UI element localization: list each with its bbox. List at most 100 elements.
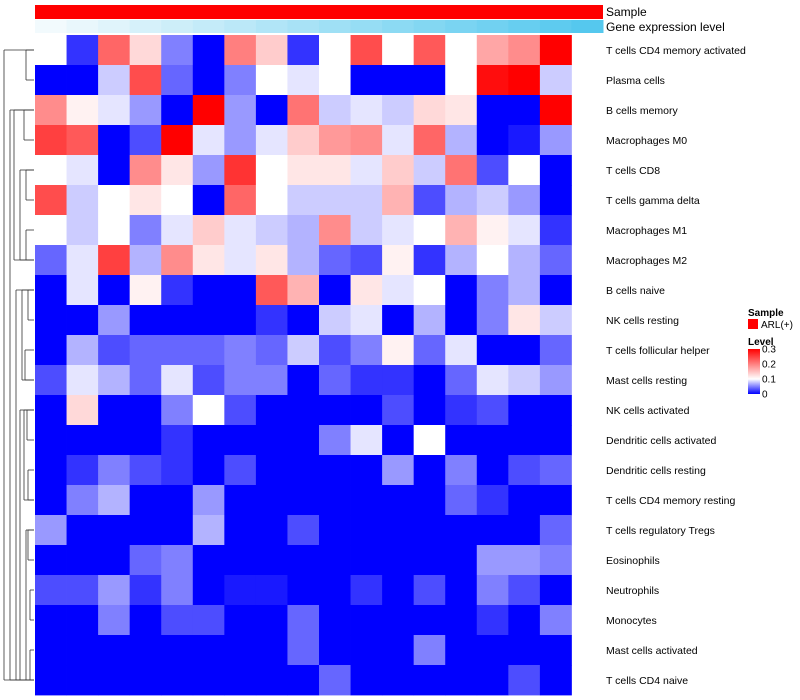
heatmap-cell — [35, 605, 67, 636]
heatmap-cell — [161, 515, 194, 546]
heatmap-cell — [539, 455, 572, 486]
heatmap-cell — [508, 185, 541, 216]
heatmap-cell — [445, 575, 478, 606]
heatmap-cell — [476, 665, 509, 696]
heatmap-cell — [476, 335, 509, 366]
heatmap-cell — [445, 485, 478, 516]
heatmap-cell — [413, 395, 446, 426]
heatmap-cell — [382, 275, 415, 306]
heatmap-cell — [319, 35, 351, 66]
heatmap-cell — [66, 515, 99, 546]
heatmap-cell — [255, 455, 288, 486]
heatmap-cell — [287, 275, 320, 306]
row-labels: T cells CD4 memory activated Plasma cells… — [606, 45, 746, 687]
heatmap-cell — [508, 635, 541, 666]
heatmap-cell — [319, 215, 351, 246]
heatmap-cell — [66, 425, 99, 456]
heatmap-cell — [445, 215, 478, 246]
heatmap-cell — [224, 95, 257, 126]
heatmap-cell — [161, 305, 194, 336]
heatmap-cell — [98, 305, 131, 336]
heatmap-cell — [382, 485, 415, 516]
heatmap-cell — [129, 185, 162, 216]
row-label: Eosinophils — [606, 555, 660, 567]
heatmap-cell — [539, 245, 572, 276]
heatmap-cell — [476, 125, 509, 156]
heatmap-cell — [224, 605, 257, 636]
heatmap-cell — [287, 425, 320, 456]
heatmap-cell — [224, 395, 257, 426]
heatmap-cell — [255, 635, 288, 666]
heatmap-cell — [382, 335, 415, 366]
heatmap-cell — [224, 545, 257, 576]
heatmap-cell — [35, 275, 67, 306]
heatmap-cell — [445, 515, 478, 546]
heatmap-cell — [413, 65, 446, 96]
heatmap-cell — [255, 125, 288, 156]
heatmap-cell — [161, 215, 194, 246]
heatmap-cell — [287, 395, 320, 426]
heatmap-cell — [350, 125, 383, 156]
heatmap-cell — [161, 635, 194, 666]
heatmap-cell — [66, 245, 99, 276]
heatmap-cell — [350, 155, 383, 186]
heatmap-cell — [66, 395, 99, 426]
heatmap-cell — [98, 365, 131, 396]
heatmap-cell — [539, 635, 572, 666]
heatmap-cell — [224, 635, 257, 666]
heatmap-cell — [98, 185, 131, 216]
heatmap-cell — [508, 155, 541, 186]
heatmap-cell — [319, 245, 351, 276]
heatmap-cell — [445, 275, 478, 306]
heatmap-cell — [35, 125, 67, 156]
heatmap-cell — [161, 185, 194, 216]
heatmap-cell — [224, 485, 257, 516]
row-label: T cells CD8 — [606, 165, 660, 177]
heatmap-cell — [539, 335, 572, 366]
gene-expression-annotation-cell — [508, 20, 541, 33]
heatmap-cell — [35, 95, 67, 126]
heatmap-cell — [66, 485, 99, 516]
heatmap-cell — [350, 425, 383, 456]
heatmap-cell — [350, 305, 383, 336]
gene-expression-annotation-cell — [129, 20, 162, 33]
gene-expression-annotation-cell — [161, 20, 194, 33]
heatmap-cell — [224, 215, 257, 246]
heatmap-cell — [539, 125, 572, 156]
heatmap-cell — [287, 635, 320, 666]
heatmap-cell — [539, 605, 572, 636]
heatmap-cell — [350, 95, 383, 126]
heatmap-cell — [192, 35, 225, 66]
heatmap-cell — [35, 245, 67, 276]
heatmap-cell — [35, 65, 67, 96]
heatmap-cell — [539, 95, 572, 126]
heatmap-cell — [255, 35, 288, 66]
heatmap-cell — [350, 335, 383, 366]
heatmap-cell — [539, 185, 572, 216]
heatmap-cell — [35, 155, 67, 186]
heatmap-cell — [129, 65, 162, 96]
heatmap-cell — [539, 275, 572, 306]
row-label: NK cells resting — [606, 315, 679, 327]
heatmap-cell — [382, 605, 415, 636]
heatmap-cell — [508, 545, 541, 576]
heatmap-cell — [319, 455, 351, 486]
heatmap-cell — [350, 365, 383, 396]
heatmap-cell — [66, 125, 99, 156]
heatmap-cell — [539, 425, 572, 456]
heatmap-cell — [129, 275, 162, 306]
heatmap-cell — [350, 185, 383, 216]
heatmap-cell — [35, 185, 67, 216]
heatmap-cell — [98, 425, 131, 456]
heatmap-cell — [35, 305, 67, 336]
gene-expression-annotation-cell — [192, 20, 225, 33]
heatmap-cell — [287, 125, 320, 156]
heatmap-cell — [224, 275, 257, 306]
heatmap-cell — [319, 515, 351, 546]
heatmap-cell — [287, 485, 320, 516]
heatmap-cell — [445, 65, 478, 96]
heatmap-cell — [98, 635, 131, 666]
heatmap-cell — [224, 455, 257, 486]
heatmap-cell — [350, 65, 383, 96]
